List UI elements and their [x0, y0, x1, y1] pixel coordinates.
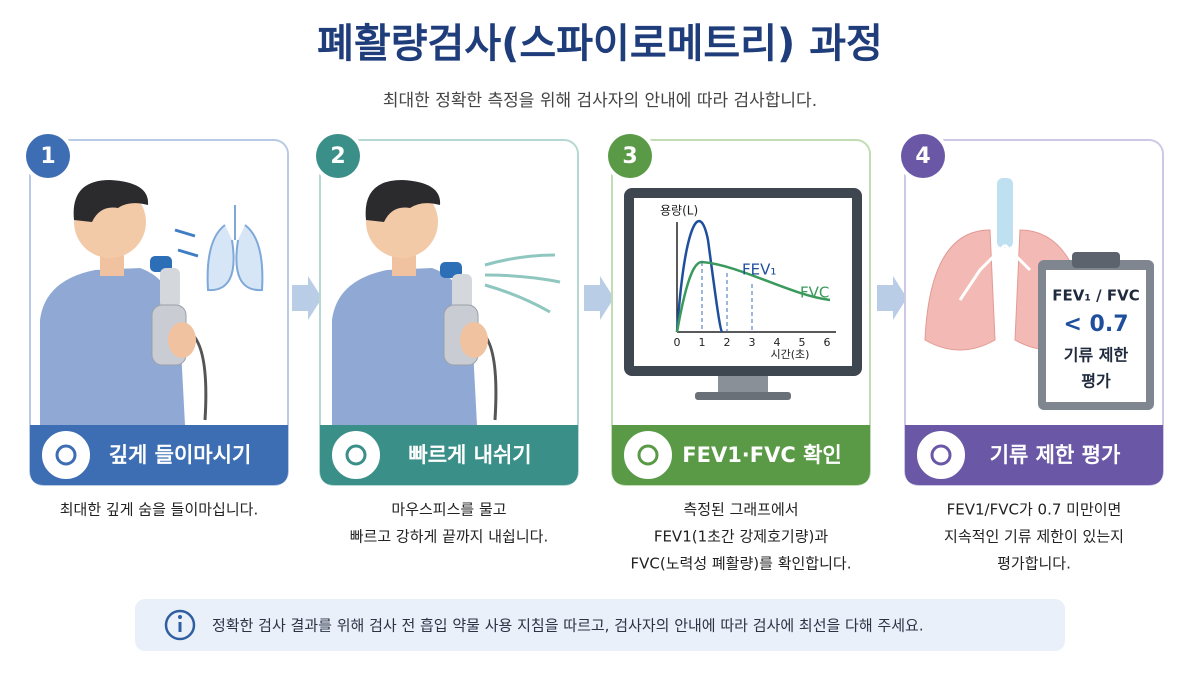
inhale-illustration-part [174, 228, 199, 258]
banner-icon [915, 429, 967, 481]
clipboard-text: FEV₁ / FVC < 0.7 기류 제한 평가 [1052, 287, 1139, 391]
graph-x-tick: 2 [724, 336, 731, 349]
step-description: 마우스피스를 물고 [391, 501, 506, 519]
card-banner [30, 425, 288, 485]
graph-x-tick: 6 [824, 336, 831, 349]
step-description: 평가합니다. [997, 555, 1071, 573]
footer-part [164, 609, 196, 641]
step-number-badge [316, 134, 360, 178]
monitor-part [718, 376, 768, 394]
monitor-part [675, 219, 724, 333]
subtitle: 최대한 정확한 측정을 위해 검사자의 안내에 따라 검사합니다. [383, 91, 817, 111]
banner-icon-dot [55, 444, 77, 466]
step-description: FVC(노력성 폐활량)를 확인합니다. [631, 555, 852, 573]
step-number-badge [901, 134, 945, 178]
banner-icon-dot [637, 444, 659, 466]
card-banner [320, 425, 578, 485]
lungs-clipboard-part [924, 229, 996, 351]
exhale-illustration-part-part [484, 273, 561, 284]
banner-icon [330, 429, 382, 481]
exhale-illustration-part [452, 274, 472, 314]
step-number-badge [26, 134, 70, 178]
graph-y-label: 용량(L) [660, 204, 698, 218]
step-description: 최대한 깊게 숨을 들이마십니다. [60, 501, 258, 519]
lungs-clipboard-part [958, 243, 1032, 301]
exhale-illustration-part [460, 322, 488, 358]
step-arrows-part [877, 276, 907, 320]
step-number-badge [608, 134, 652, 178]
monitor-part [634, 198, 852, 366]
step-number: 3 [622, 144, 637, 169]
lungs-clipboard-part [1072, 252, 1120, 268]
step-description: 빠르고 강하게 끝까지 내쉽니다. [350, 528, 548, 546]
monitor [624, 188, 862, 400]
exhale-illustration [332, 180, 561, 425]
clipboard-line: 평가 [1081, 372, 1111, 391]
inhale-illustration-part [40, 268, 185, 425]
step-label: 기류 제한 평가 [990, 443, 1121, 467]
step-arrows-part [292, 276, 322, 320]
footer-part [178, 615, 182, 619]
exhale-illustration-part-part [484, 253, 556, 267]
inhale-illustration-part [206, 205, 264, 292]
clipboard-ratio: FEV₁ / FVC [1052, 287, 1139, 305]
card-banner [905, 425, 1163, 485]
footer-part [135, 599, 1065, 651]
step-number: 4 [915, 144, 930, 169]
footer-part [178, 622, 182, 632]
graph-x-label: 시간(초) [771, 348, 810, 361]
step-label: FEV1·FVC 확인 [682, 443, 842, 467]
inhale-illustration-part [160, 268, 180, 308]
graph-x-tick: 4 [774, 336, 781, 349]
card-banner [612, 425, 870, 485]
graph-x-tick: 0 [674, 336, 681, 349]
monitor-part [701, 262, 753, 332]
step-label: 빠르게 내쉬기 [408, 443, 531, 467]
step-description: 측정된 그래프에서 [683, 501, 798, 519]
exhale-illustration-part [365, 180, 441, 222]
step-number: 2 [330, 144, 345, 169]
lungs-clipboard-part [997, 178, 1013, 248]
graph-labels: 용량(L) 시간(초) FEV₁ FVC 0 1 2 3 4 5 6 [660, 204, 831, 362]
footer-note: 정확한 검사 결과를 위해 검사 전 흡입 약물 사용 지침을 따르고, 검사자… [212, 617, 924, 635]
banner-icon [40, 429, 92, 481]
banner-icon [622, 429, 674, 481]
footer: 정확한 검사 결과를 위해 검사 전 흡입 약물 사용 지침을 따르고, 검사자… [135, 599, 1065, 651]
graph-x-tick: 1 [699, 336, 706, 349]
step-label: 깊게 들이마시기 [109, 443, 252, 467]
graph-x-tick: 3 [749, 336, 756, 349]
inhale-illustration [40, 180, 264, 425]
exhale-illustration-part [484, 253, 561, 314]
exhale-illustration-part-part [484, 283, 551, 314]
banner-icon-dot [345, 444, 367, 466]
step-description: FEV1(1초간 강제호기량)과 [654, 528, 829, 546]
title: 폐활량검사(스파이로메트리) 과정 [317, 21, 883, 67]
step-description: 지속적인 기류 제한이 있는지 [944, 528, 1124, 546]
lungs-clipboard-part [1046, 270, 1146, 402]
exhale-illustration-part [440, 262, 462, 278]
clipboard-line: 기류 제한 [1064, 346, 1129, 365]
step-arrows-part [584, 276, 614, 320]
exhale-illustration-part [332, 268, 477, 425]
step-arrows [292, 276, 907, 320]
step-description: FEV1/FVC가 0.7 미만이면 [947, 501, 1122, 519]
monitor-part [695, 392, 791, 400]
fvc-label: FVC [800, 284, 829, 302]
fev1-label: FEV₁ [742, 261, 776, 279]
inhale-illustration-part [168, 322, 196, 358]
banner-icon-dot [930, 444, 952, 466]
graph-x-ticks: 0 1 2 3 4 5 6 [674, 336, 831, 349]
lungs-clipboard [924, 178, 1154, 410]
clipboard-threshold: < 0.7 [1063, 312, 1128, 337]
monitor-part [675, 260, 831, 333]
step-number: 1 [40, 144, 55, 169]
graph-x-tick: 5 [799, 336, 806, 349]
inhale-illustration-part [73, 180, 149, 222]
